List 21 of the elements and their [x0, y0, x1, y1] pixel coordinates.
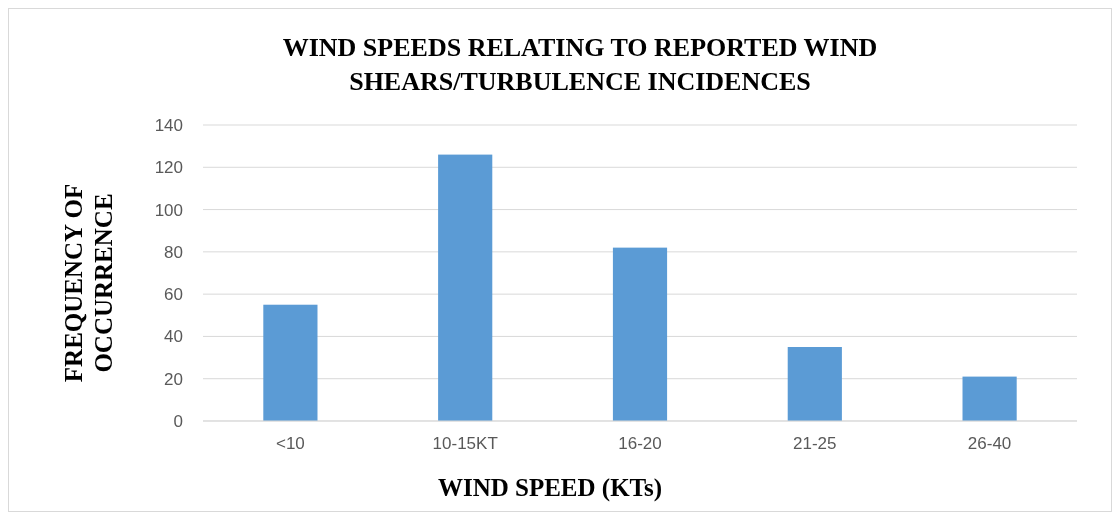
y-tick-label: 20 — [164, 369, 183, 389]
y-tick-label: 140 — [154, 115, 183, 135]
y-tick-label: 100 — [154, 200, 183, 220]
x-tick-label: 21-25 — [793, 434, 837, 453]
x-tick-label: <10 — [275, 434, 305, 453]
x-tick-label: 26-40 — [967, 434, 1012, 453]
y-tick-label: 120 — [154, 158, 183, 178]
bar — [612, 247, 668, 421]
x-axis-title: WIND SPEED (KTs) — [437, 474, 663, 502]
bar — [438, 154, 493, 421]
y-tick-label: 0 — [173, 411, 183, 431]
y-axis-title: FREQUENCY OF OCCURRENCE — [59, 183, 117, 383]
x-tick-label: 16-20 — [618, 434, 662, 453]
bar — [787, 347, 842, 421]
y-tick-label: 60 — [164, 285, 183, 305]
x-tick-label: 10-15KT — [432, 434, 498, 453]
bar — [962, 376, 1017, 421]
y-tick-label: 40 — [164, 327, 183, 347]
bar — [263, 304, 318, 421]
chart-title: WIND SPEEDS RELATING TO REPORTED WIND SHEARS/TURBULENCE INCIDENCES — [282, 33, 878, 96]
y-tick-label: 80 — [164, 242, 183, 262]
